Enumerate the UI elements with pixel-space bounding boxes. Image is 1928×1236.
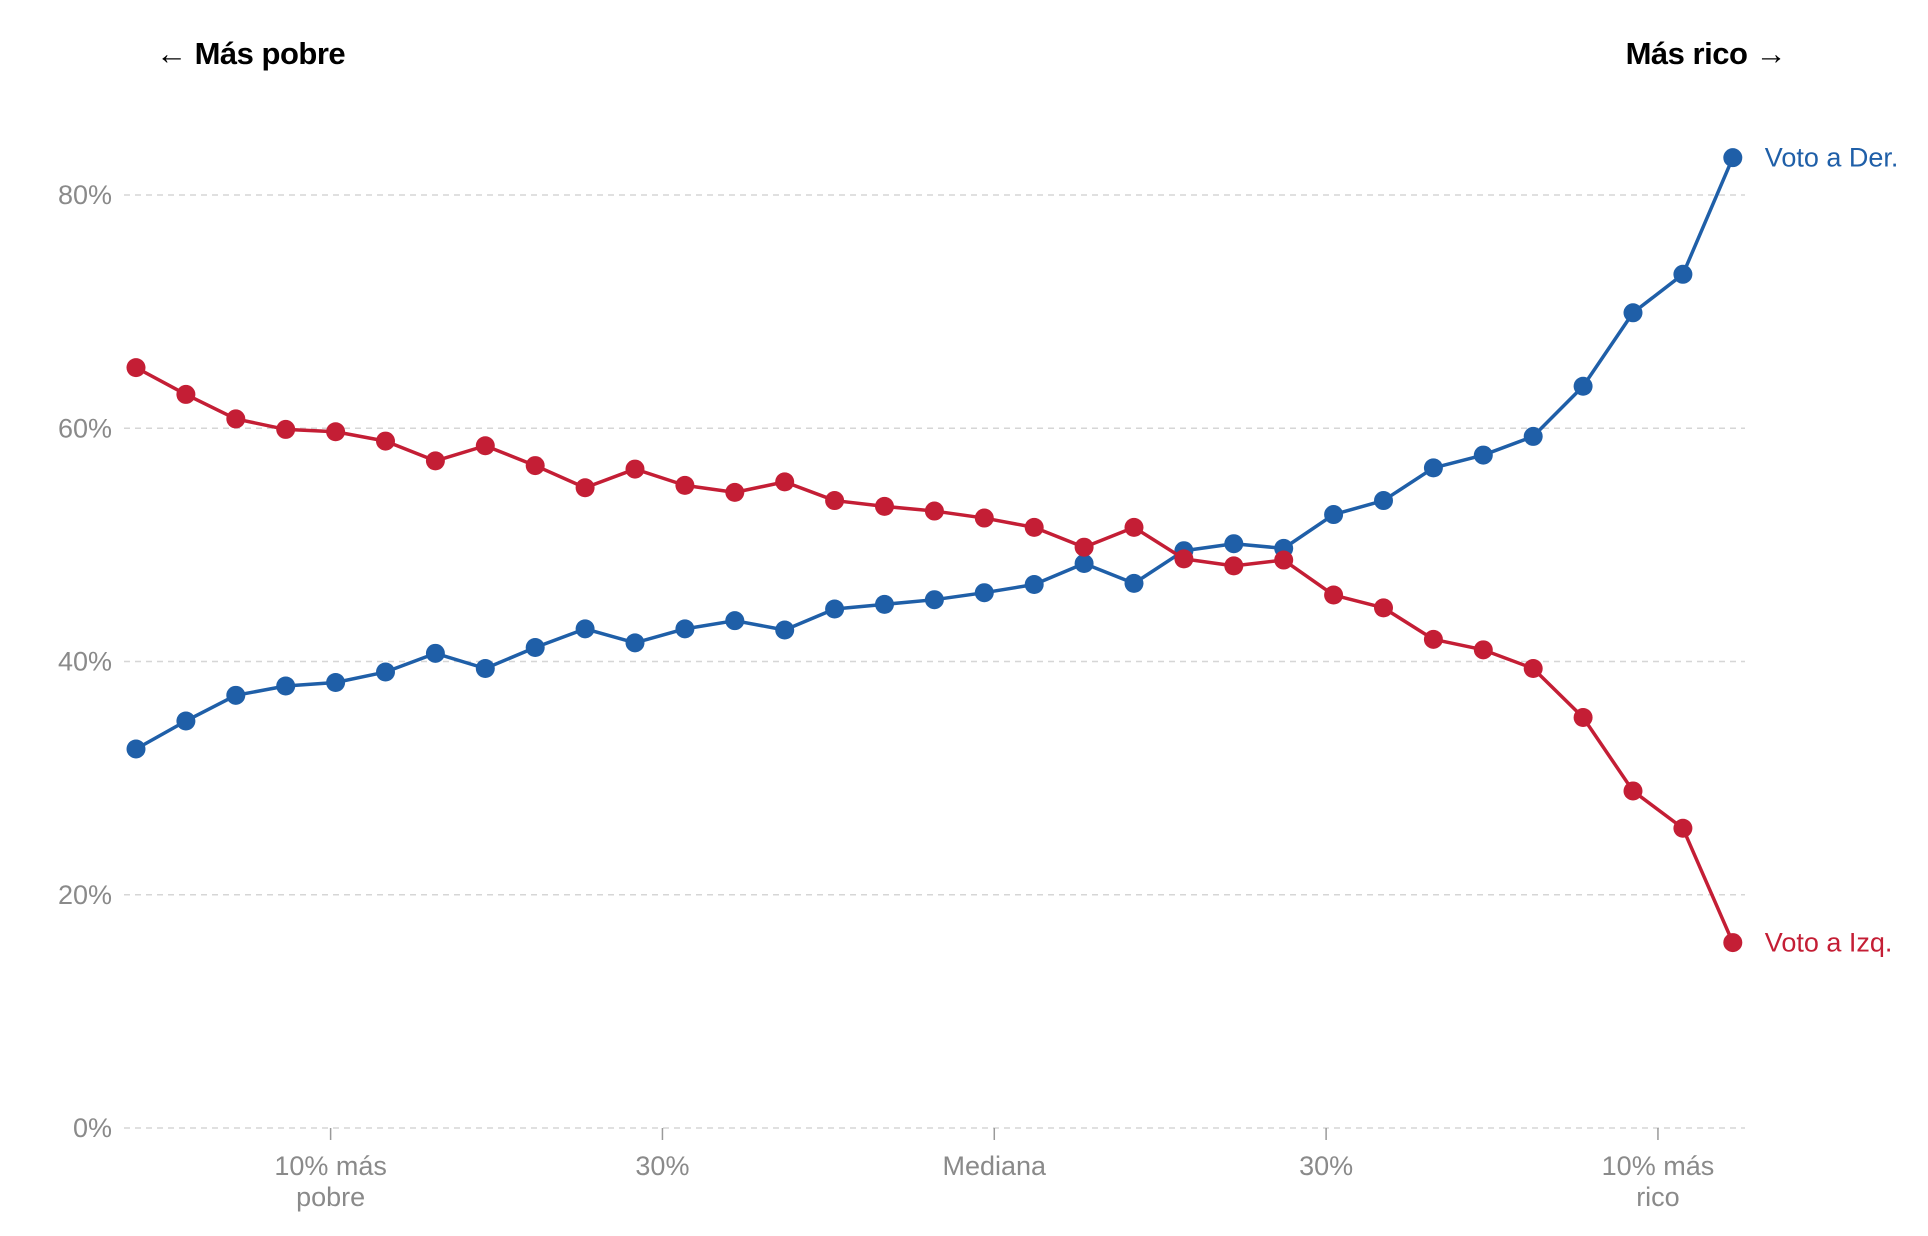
data-point [276, 419, 296, 439]
data-point [775, 620, 795, 640]
data-point [1224, 534, 1244, 554]
data-point [1673, 264, 1693, 284]
series-line [135, 156, 1735, 751]
data-point [974, 583, 994, 603]
data-point [875, 594, 894, 614]
data-point [1723, 148, 1743, 168]
data-point [575, 619, 595, 639]
series-line [135, 366, 1735, 944]
data-point [226, 409, 246, 429]
data-point [675, 619, 695, 639]
data-point [974, 508, 994, 528]
data-point [1124, 517, 1144, 537]
data-point [326, 672, 346, 692]
y-tick-label: 80% [58, 180, 112, 210]
y-axis: 0% 20% 40% 60% 80% [58, 180, 112, 1143]
data-point [326, 422, 346, 442]
data-point [1673, 818, 1693, 838]
data-point [1324, 585, 1344, 605]
x-tick-label: 10% más pobre [274, 1151, 387, 1212]
data-point [376, 662, 395, 682]
data-point [825, 491, 845, 511]
data-point [875, 496, 894, 516]
series-label: Voto a Der. [1765, 143, 1899, 173]
y-tick-label: 60% [58, 413, 112, 443]
data-point [1573, 376, 1593, 396]
y-tick-label: 0% [73, 1113, 112, 1143]
data-point [1573, 707, 1593, 727]
data-point [1374, 491, 1393, 511]
data-point [1024, 517, 1044, 537]
series-label: Voto a Izq. [1765, 928, 1893, 958]
y-tick-label: 20% [58, 880, 112, 910]
x-tick-label: Mediana [942, 1151, 1047, 1181]
data-point [1074, 537, 1094, 557]
data-point [924, 501, 944, 521]
data-point [376, 431, 395, 451]
series-labels: Voto a Der. Voto a Izq. [1765, 143, 1899, 958]
data-point [1324, 505, 1344, 525]
data-point [625, 633, 645, 653]
data-point [276, 676, 296, 696]
grid-lines [124, 194, 1745, 1129]
data-point [126, 739, 146, 759]
data-point [1423, 629, 1443, 649]
data-point [226, 685, 246, 705]
data-point [1623, 303, 1643, 323]
x-tick-label: 10% más rico [1602, 1151, 1715, 1212]
data-point [1274, 550, 1294, 570]
data-point [1523, 658, 1543, 678]
poorer-direction-label: ← Más pobre [156, 36, 346, 71]
x-tick-label: 30% [1299, 1151, 1353, 1181]
data-point [924, 590, 944, 610]
data-point [176, 711, 196, 731]
data-point [625, 459, 645, 479]
data-point [1074, 554, 1094, 574]
data-point [126, 358, 146, 378]
data-point [1623, 781, 1643, 801]
data-point [675, 475, 695, 495]
data-point [1224, 556, 1244, 576]
data-point [575, 478, 595, 498]
data-point [176, 384, 196, 404]
richer-direction-label: Más rico → [1625, 36, 1787, 71]
data-point [725, 611, 745, 631]
data-point [525, 638, 545, 658]
data-point [1024, 575, 1044, 595]
data-point [1423, 458, 1443, 478]
data-point [1473, 640, 1493, 660]
data-point [1374, 598, 1393, 618]
x-tick-label: 30% [635, 1151, 689, 1181]
data-point [525, 456, 545, 476]
data-point [425, 451, 445, 471]
data-point [475, 658, 495, 678]
y-tick-label: 40% [58, 647, 112, 677]
data-point [1723, 933, 1743, 953]
data-point [1473, 445, 1493, 465]
data-point [825, 599, 845, 619]
data-point [475, 436, 495, 456]
data-point [775, 472, 795, 492]
data-point [425, 643, 445, 663]
series-lines [126, 148, 1743, 953]
x-axis: 10% más pobre 30% Mediana 30% 10% más rico [274, 1128, 1714, 1212]
data-point [1523, 426, 1543, 446]
data-point [1124, 573, 1144, 593]
data-point [725, 482, 745, 502]
data-point [1174, 549, 1194, 569]
